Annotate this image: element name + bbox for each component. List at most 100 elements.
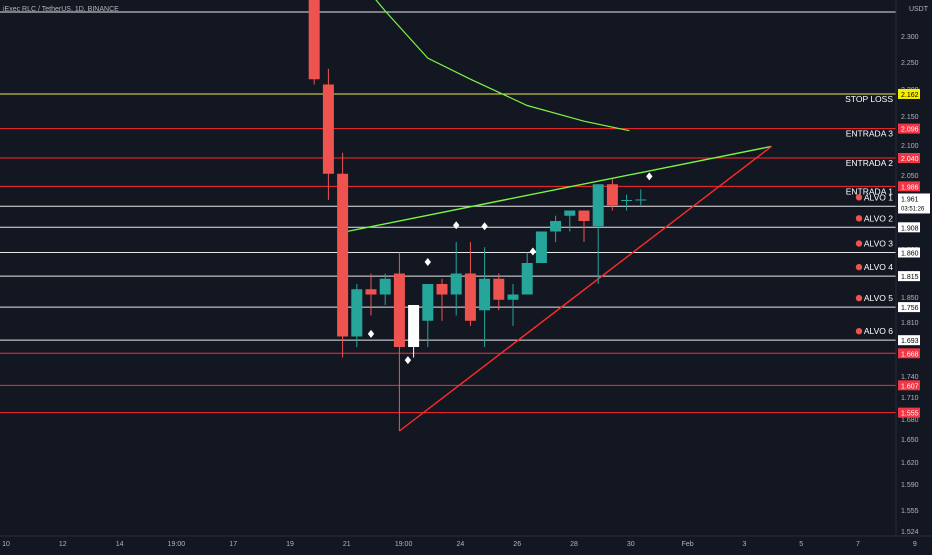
level-label-alvo-5: ALVO 5 [855,293,893,303]
level-label-entrada-2: ENTRADA 2 [846,158,894,168]
candle-body [521,263,533,295]
candle[interactable] [493,273,505,311]
price-tick-label: 2.150 [901,114,919,121]
candle[interactable] [365,273,377,316]
candle[interactable] [521,252,533,295]
candle[interactable] [479,247,491,347]
price-badge-text: 1.986 [901,184,919,191]
time-tick-label: 24 [457,541,465,548]
price-badge-low-1: 1.668 [898,348,920,359]
candle-body [535,231,547,263]
target-icon [855,263,863,271]
time-tick-label: 17 [229,541,237,548]
candle-body [550,221,562,232]
current-price-countdown: 03:51:26 [901,206,925,212]
candle-body [422,284,434,321]
price-badge-text: 1.815 [901,274,919,281]
time-tick-label: 3 [742,541,746,548]
target-icon [855,327,863,335]
price-tick-label: 1.555 [901,508,919,515]
level-label-text: ENTRADA 3 [846,129,894,139]
candle[interactable] [535,231,547,264]
time-tick-label: 7 [856,541,860,548]
candle[interactable] [621,194,633,211]
price-badge-low-2: 1.607 [898,380,920,391]
signal-marker [424,257,431,266]
price-tick-label: 1.524 [901,529,919,536]
candle[interactable] [379,273,391,306]
symbol-title: iExec RLC / TetherUS, 1D, BINANCE [3,6,119,13]
time-tick-label: 5 [799,541,803,548]
candle[interactable] [564,210,576,232]
candle-body [379,278,391,295]
price-badge-alvo-4: 1.815 [898,271,920,282]
candle[interactable] [550,215,562,242]
price-badge-text: 1.756 [901,305,919,312]
candle-body [308,0,320,80]
time-tick-label: 26 [513,541,521,548]
level-label-alvo-1: ALVO 1 [855,192,893,202]
time-tick-label: 19:00 [168,541,186,548]
price-badge-alvo-6: 1.693 [898,335,920,346]
price-badge-entrada-3: 2.096 [898,123,920,134]
candles [308,0,647,432]
price-tick-label: 1.590 [901,482,919,489]
candle-body [322,84,334,174]
price-tick-label: 1.710 [901,395,919,402]
price-badge-entrada-2: 2.040 [898,153,920,163]
candle-body [450,273,462,295]
level-label-text: ENTRADA 1 [846,186,894,196]
level-label-text: ALVO 3 [864,239,893,249]
price-badge-alvo-3: 1.860 [898,247,920,258]
level-label-text: STOP LOSS [845,94,893,104]
candle[interactable] [322,68,334,200]
level-label-alvo-6: ALVO 6 [855,326,893,336]
candle[interactable] [436,278,448,321]
price-badge-text: 1.908 [901,225,919,232]
candle[interactable] [464,242,476,326]
candle[interactable] [422,284,434,347]
signal-marker [646,172,653,181]
candle[interactable] [606,179,618,211]
time-tick-label: 28 [570,541,578,548]
price-axis-panel[interactable] [896,0,932,536]
price-tick-label: 2.300 [901,34,919,41]
level-label-text: ALVO 1 [864,192,893,202]
candle[interactable] [337,152,349,358]
candle-body [436,284,448,295]
level-label-entrada-3: ENTRADA 3 [846,129,894,139]
signal-markers [367,172,653,365]
trendline-red-lower[interactable] [398,145,772,432]
candle[interactable] [308,0,320,85]
candle[interactable] [578,210,590,243]
level-label-text: ENTRADA 2 [846,158,894,168]
candle[interactable] [450,242,462,316]
price-badge-alvo-2: 1.908 [898,222,920,233]
trendline-green-curve[interactable] [272,0,630,132]
level-label-alvo-4: ALVO 4 [855,262,893,272]
candle[interactable] [351,284,363,347]
price-tick-label: 1.740 [901,374,919,381]
time-axis-panel[interactable] [0,536,932,550]
candle-body [479,278,491,311]
candle[interactable] [592,184,604,284]
trendline-green-upper[interactable] [346,145,772,233]
level-label-alvo-2: ALVO 2 [855,213,893,223]
target-icon [855,215,863,222]
price-badge-text: 2.162 [901,92,919,99]
price-tick-label: 1.620 [901,460,919,467]
candle[interactable] [635,189,647,206]
candle[interactable] [408,305,420,358]
target-icon [855,240,863,247]
price-badge-text: 1.555 [901,411,919,418]
candle[interactable] [507,284,519,326]
signal-marker [481,222,488,231]
level-lines [0,11,896,414]
level-label-alvo-3: ALVO 3 [855,239,893,249]
trendlines [272,0,772,432]
time-axis-ticks: 10 12 14 19:00 17 19 21 19:00 24 26 28 30 Feb 3 5 7 9 [2,541,917,548]
price-tick-label: 1.810 [901,320,919,327]
candle[interactable] [393,252,405,432]
